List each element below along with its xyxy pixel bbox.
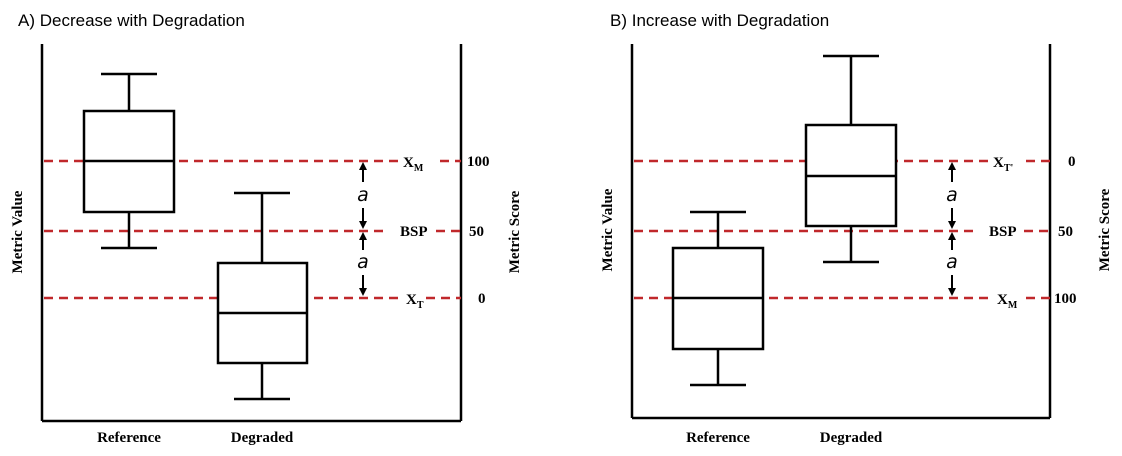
panel-b: B) Increase with Degradation Metric Valu…: [600, 11, 1113, 446]
panel-a-degraded-box: [216, 191, 309, 401]
panel-a: A) Decrease with Degradation Metric Valu…: [10, 11, 523, 446]
panel-a-score-axis-label: Metric Score: [507, 190, 523, 273]
panel-a-y-axis-label: Metric Value: [10, 190, 26, 273]
arrowhead: [948, 162, 956, 170]
panel-a-score-0: 0: [478, 291, 486, 307]
panel-a-reference-box: [82, 72, 176, 250]
panel-b-score-axis-label: Metric Score: [1097, 188, 1113, 271]
panel-b-x-label-reference: Reference: [686, 430, 750, 446]
panel-a-x-label-reference: Reference: [97, 430, 161, 446]
panel-b-score-50: 50: [1058, 224, 1073, 240]
panel-b-reference-box: [671, 210, 765, 387]
panel-a-interval-arrows: a a: [357, 162, 369, 296]
panel-a-score-100: 100: [467, 154, 490, 170]
panel-b-interval-label-1: a: [946, 184, 958, 206]
panel-a-interval-label-2: a: [357, 251, 369, 273]
arrowhead: [359, 288, 367, 296]
arrowhead: [359, 162, 367, 170]
arrowhead: [359, 232, 367, 240]
panel-b-bsp-label: BSP: [989, 224, 1017, 240]
panel-b-degraded-box: [804, 54, 898, 264]
panel-b-interval-label-2: a: [946, 251, 958, 273]
arrowhead: [948, 221, 956, 229]
arrowhead: [948, 288, 956, 296]
panel-b-x-label-degraded: Degraded: [820, 430, 883, 446]
panel-b-y-axis-label: Metric Value: [600, 188, 616, 271]
panel-a-score-50: 50: [469, 224, 484, 240]
panel-a-xt-label: XT: [406, 292, 424, 311]
panel-a-xm-label: XM: [403, 155, 424, 174]
panel-b-score-100: 100: [1054, 291, 1077, 307]
panel-b-score-0: 0: [1068, 154, 1076, 170]
panel-b-xt-label: XT': [993, 155, 1014, 174]
panel-b-interval-arrows: a a: [946, 162, 958, 296]
panel-a-bsp-label: BSP: [400, 224, 428, 240]
panel-b-xm-label: XM: [997, 292, 1018, 311]
panel-b-title: B) Increase with Degradation: [610, 11, 829, 30]
panel-a-x-label-degraded: Degraded: [231, 430, 294, 446]
arrowhead: [359, 221, 367, 229]
panel-a-interval-label-1: a: [357, 184, 369, 206]
panel-a-title: A) Decrease with Degradation: [18, 11, 245, 30]
arrowhead: [948, 232, 956, 240]
